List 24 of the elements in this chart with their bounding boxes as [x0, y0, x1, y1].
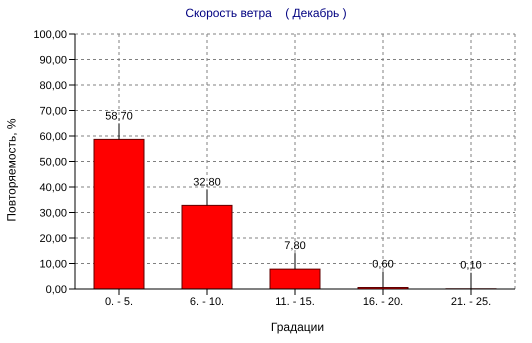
y-tick-label: 100,00 — [33, 28, 67, 41]
x-tick-label: 21. - 25. — [450, 296, 492, 308]
y-tick-label: 90,00 — [39, 54, 67, 66]
x-tick-label: 0. - 5. — [104, 296, 134, 308]
x-tick-label: 6. - 10. — [190, 296, 224, 308]
y-tick-label: 70,00 — [39, 105, 67, 118]
data-label: 0,10 — [460, 260, 482, 272]
y-tick-label: 20,00 — [39, 232, 67, 245]
data-label: 7,80 — [284, 240, 306, 252]
y-tick-label: 30,00 — [39, 207, 67, 220]
y-tick-label: 50,00 — [39, 156, 67, 168]
data-label: 58,70 — [105, 110, 133, 122]
y-tick-label: 60,00 — [39, 130, 67, 143]
x-axis-title: Градации — [270, 320, 326, 334]
y-axis-title: Повторяемость, % — [5, 118, 20, 222]
y-tick-label: 0,00 — [46, 284, 67, 296]
data-label: 32,80 — [193, 176, 221, 188]
x-tick-label: 11. - 15. — [275, 296, 315, 308]
y-tick-label: 40,00 — [39, 182, 67, 194]
chart-title: Скорость ветра ( Декабрь ) — [184, 6, 348, 20]
data-label: 0,60 — [372, 258, 394, 270]
x-tick-label: 16. - 20. — [362, 296, 404, 308]
y-tick-label: 80,00 — [39, 80, 67, 92]
y-tick-label: 10,00 — [39, 258, 67, 270]
